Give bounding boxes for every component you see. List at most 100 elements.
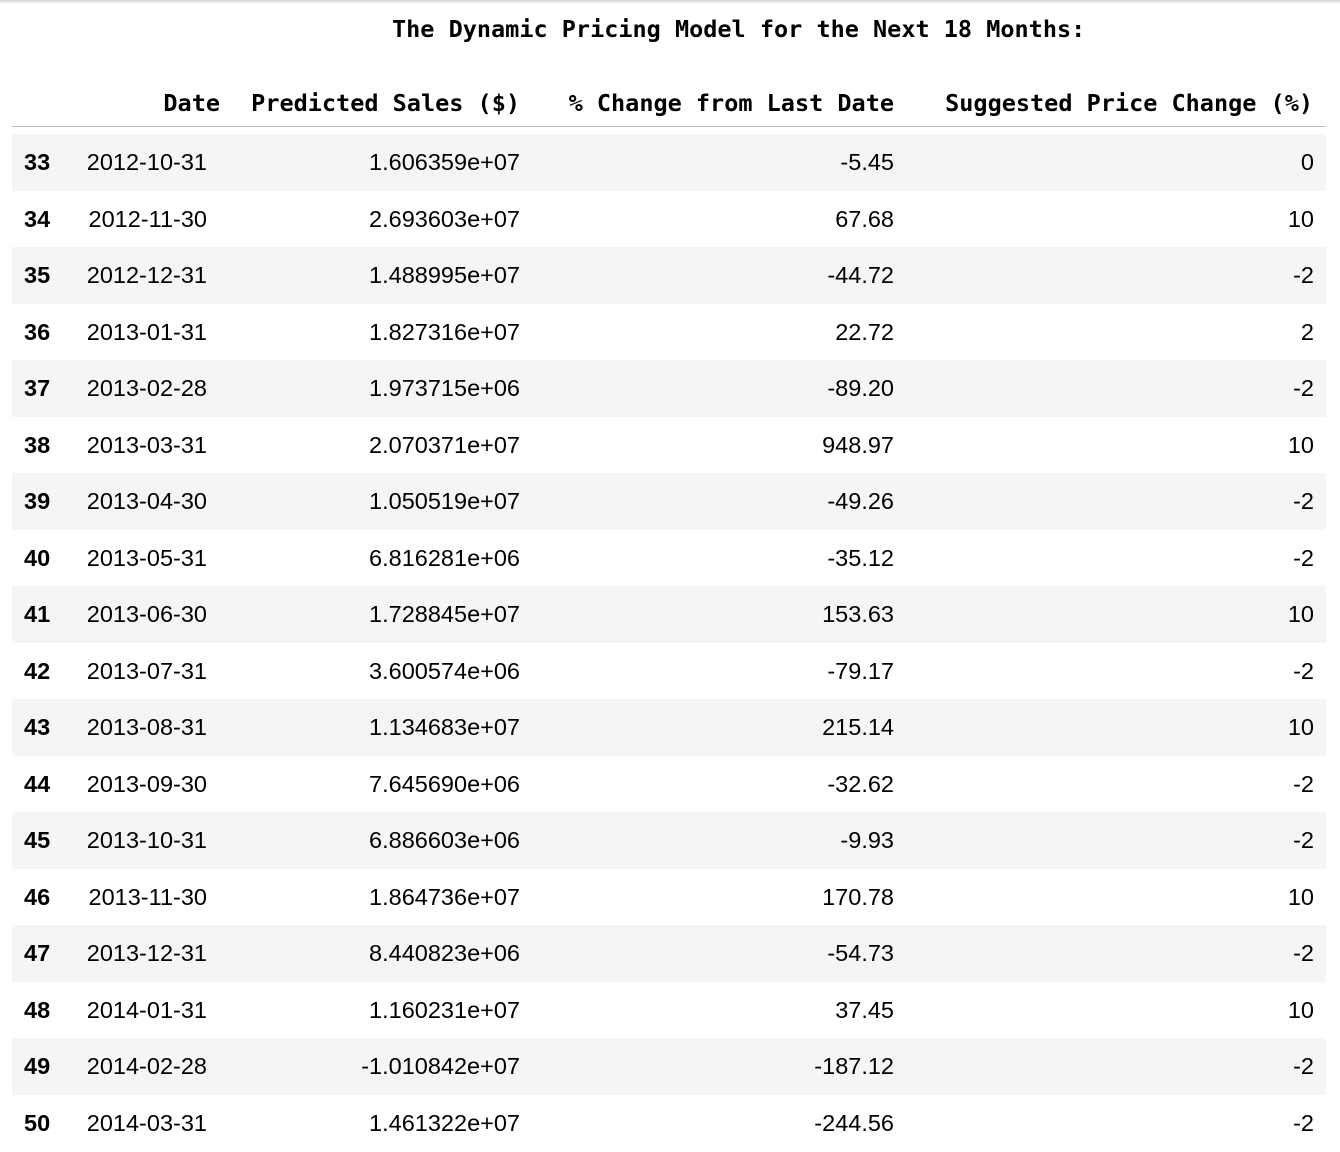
percent-change-cell: -79.17 [827, 657, 894, 684]
predicted-sales-cell: -1.010842e+07 [361, 1053, 520, 1079]
date-cell: 2013-11-30 [88, 883, 207, 910]
row-index: 39 [24, 488, 51, 514]
table-row: 39 2013-04-30 1.050519e+07 -49.26 -2 [12, 473, 1326, 530]
suggested-price-change-cell: -2 [1293, 488, 1314, 514]
date-cell: 2013-12-31 [86, 940, 207, 966]
date-cell: 2014-03-31 [86, 1109, 207, 1136]
date-cell: 2013-08-31 [86, 714, 207, 740]
predicted-sales-cell: 1.160231e+07 [369, 996, 520, 1023]
percent-change-cell: -5.45 [840, 149, 894, 175]
table-row: 42 2013-07-31 3.600574e+06 -79.17 -2 [12, 643, 1326, 700]
suggested-price-change-cell: -2 [1293, 544, 1314, 571]
row-index: 43 [24, 714, 51, 740]
date-cell: 2014-01-31 [86, 996, 207, 1023]
table-row: 40 2013-05-31 6.816281e+06 -35.12 -2 [12, 530, 1326, 587]
predicted-sales-cell: 1.461322e+07 [369, 1109, 520, 1136]
row-index: 36 [24, 318, 51, 345]
percent-change-cell: -44.72 [827, 262, 894, 288]
predicted-sales-cell: 1.606359e+07 [369, 149, 520, 175]
date-cell: 2013-05-31 [86, 544, 207, 571]
column-header-predicted-sales: Predicted Sales ($) [251, 89, 520, 117]
percent-change-cell: -49.26 [827, 488, 894, 514]
suggested-price-change-cell: 10 [1287, 431, 1314, 458]
output-title: The Dynamic Pricing Model for the Next 1… [392, 15, 1086, 43]
suggested-price-change-cell: -2 [1293, 1109, 1314, 1136]
date-cell: 2013-10-31 [86, 827, 207, 853]
row-index: 37 [24, 375, 51, 401]
table-row: 41 2013-06-30 1.728845e+07 153.63 10 [12, 586, 1326, 643]
date-cell: 2013-03-31 [86, 431, 207, 458]
table-row: 46 2013-11-30 1.864736e+07 170.78 10 [12, 869, 1326, 926]
predicted-sales-cell: 7.645690e+06 [369, 770, 520, 797]
row-index: 38 [24, 431, 51, 458]
row-index: 44 [24, 770, 51, 797]
predicted-sales-cell: 3.600574e+06 [369, 657, 520, 684]
predicted-sales-cell: 1.134683e+07 [369, 714, 520, 740]
suggested-price-change-cell: -2 [1293, 1053, 1314, 1079]
suggested-price-change-cell: -2 [1293, 375, 1314, 401]
table-row: 45 2013-10-31 6.886603e+06 -9.93 -2 [12, 812, 1326, 869]
row-index: 40 [24, 544, 51, 571]
date-cell: 2013-01-31 [86, 318, 207, 345]
suggested-price-change-cell: -2 [1293, 657, 1314, 684]
table-row: 38 2013-03-31 2.070371e+07 948.97 10 [12, 417, 1326, 474]
percent-change-cell: -54.73 [827, 940, 894, 966]
date-cell: 2013-06-30 [86, 601, 207, 627]
date-cell: 2014-02-28 [86, 1053, 207, 1079]
date-cell: 2013-09-30 [86, 770, 207, 797]
predicted-sales-cell: 6.886603e+06 [369, 827, 520, 853]
table-row: 35 2012-12-31 1.488995e+07 -44.72 -2 [12, 247, 1326, 304]
percent-change-cell: 948.97 [822, 431, 894, 458]
percent-change-cell: 215.14 [822, 714, 894, 740]
row-index: 35 [24, 262, 51, 288]
pricing-table: 33 2012-10-31 1.606359e+07 -5.45 0 34 2012-11-… [12, 134, 1326, 1151]
percent-change-cell: -35.12 [827, 544, 894, 571]
predicted-sales-cell: 1.973715e+06 [369, 375, 520, 401]
suggested-price-change-cell: 10 [1287, 714, 1314, 740]
row-index: 33 [24, 149, 51, 175]
table-row: 34 2012-11-30 2.693603e+07 67.68 10 [12, 191, 1326, 248]
predicted-sales-cell: 2.693603e+07 [369, 205, 520, 232]
table-row: 44 2013-09-30 7.645690e+06 -32.62 -2 [12, 756, 1326, 813]
table-row: 50 2014-03-31 1.461322e+07 -244.56 -2 [12, 1095, 1326, 1152]
table-row: 47 2013-12-31 8.440823e+06 -54.73 -2 [12, 925, 1326, 982]
row-index: 48 [24, 996, 51, 1023]
date-cell: 2013-07-31 [86, 657, 207, 684]
row-index: 50 [24, 1109, 51, 1136]
percent-change-cell: -187.12 [814, 1053, 894, 1079]
date-cell: 2012-11-30 [88, 205, 207, 232]
percent-change-cell: -89.20 [827, 375, 894, 401]
row-index: 47 [24, 940, 51, 966]
row-index: 49 [24, 1053, 51, 1079]
predicted-sales-cell: 1.864736e+07 [369, 883, 520, 910]
predicted-sales-cell: 1.728845e+07 [369, 601, 520, 627]
table-row: 43 2013-08-31 1.134683e+07 215.14 10 [12, 699, 1326, 756]
column-header-suggested-price-change: Suggested Price Change (%) [945, 89, 1313, 117]
predicted-sales-cell: 2.070371e+07 [369, 431, 520, 458]
table-row: 48 2014-01-31 1.160231e+07 37.45 10 [12, 982, 1326, 1039]
suggested-price-change-cell: 2 [1300, 318, 1314, 345]
predicted-sales-cell: 8.440823e+06 [369, 940, 520, 966]
row-index: 45 [24, 827, 51, 853]
table-row: 36 2013-01-31 1.827316e+07 22.72 2 [12, 304, 1326, 361]
percent-change-cell: 22.72 [835, 318, 894, 345]
suggested-price-change-cell: -2 [1293, 262, 1314, 288]
table-row: 49 2014-02-28 -1.010842e+07 -187.12 -2 [12, 1038, 1326, 1095]
date-cell: 2012-10-31 [86, 149, 207, 175]
predicted-sales-cell: 1.488995e+07 [369, 262, 520, 288]
suggested-price-change-cell: 10 [1287, 601, 1314, 627]
suggested-price-change-cell: 10 [1287, 996, 1314, 1023]
suggested-price-change-cell: -2 [1293, 770, 1314, 797]
table-header: Date Predicted Sales ($) % Change from L… [12, 86, 1326, 127]
window-top-edge [0, 0, 1340, 4]
suggested-price-change-cell: 0 [1300, 149, 1314, 175]
percent-change-cell: -9.93 [840, 827, 894, 853]
predicted-sales-cell: 1.827316e+07 [369, 318, 520, 345]
suggested-price-change-cell: -2 [1293, 940, 1314, 966]
date-cell: 2013-02-28 [86, 375, 207, 401]
column-header-percent-change: % Change from Last Date [568, 89, 894, 117]
predicted-sales-cell: 6.816281e+06 [369, 544, 520, 571]
percent-change-cell: 67.68 [835, 205, 894, 232]
percent-change-cell: 153.63 [822, 601, 894, 627]
date-cell: 2013-04-30 [86, 488, 207, 514]
